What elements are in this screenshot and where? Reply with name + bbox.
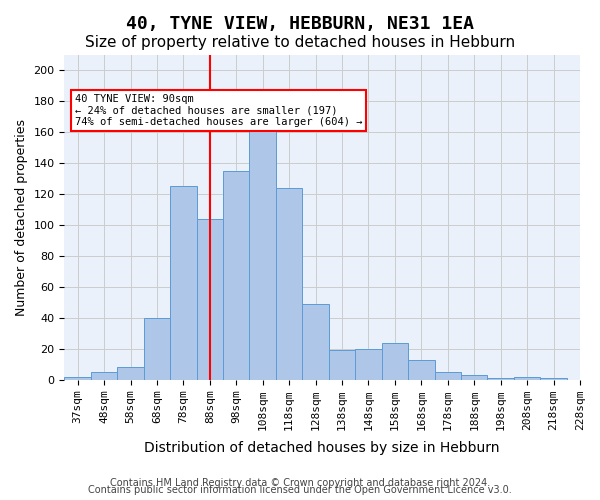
Bar [276, 188, 302, 380]
Text: Contains public sector information licensed under the Open Government Licence v3: Contains public sector information licen… [88, 485, 512, 495]
Bar [541, 378, 567, 380]
Bar [302, 304, 329, 380]
Y-axis label: Number of detached properties: Number of detached properties [15, 119, 28, 316]
X-axis label: Distribution of detached houses by size in Hebburn: Distribution of detached houses by size … [145, 441, 500, 455]
Bar [144, 318, 170, 380]
Bar [197, 219, 223, 380]
Bar [223, 171, 250, 380]
Bar [382, 342, 408, 380]
Bar [64, 376, 91, 380]
Bar [250, 120, 276, 380]
Bar [408, 360, 434, 380]
Text: Size of property relative to detached houses in Hebburn: Size of property relative to detached ho… [85, 35, 515, 50]
Bar [514, 376, 541, 380]
Bar [329, 350, 355, 380]
Bar [487, 378, 514, 380]
Text: 40 TYNE VIEW: 90sqm
← 24% of detached houses are smaller (197)
74% of semi-detac: 40 TYNE VIEW: 90sqm ← 24% of detached ho… [75, 94, 362, 127]
Bar [170, 186, 197, 380]
Bar [91, 372, 117, 380]
Text: 40, TYNE VIEW, HEBBURN, NE31 1EA: 40, TYNE VIEW, HEBBURN, NE31 1EA [126, 15, 474, 33]
Bar [117, 368, 144, 380]
Bar [355, 348, 382, 380]
Text: Contains HM Land Registry data © Crown copyright and database right 2024.: Contains HM Land Registry data © Crown c… [110, 478, 490, 488]
Bar [461, 375, 487, 380]
Bar [434, 372, 461, 380]
